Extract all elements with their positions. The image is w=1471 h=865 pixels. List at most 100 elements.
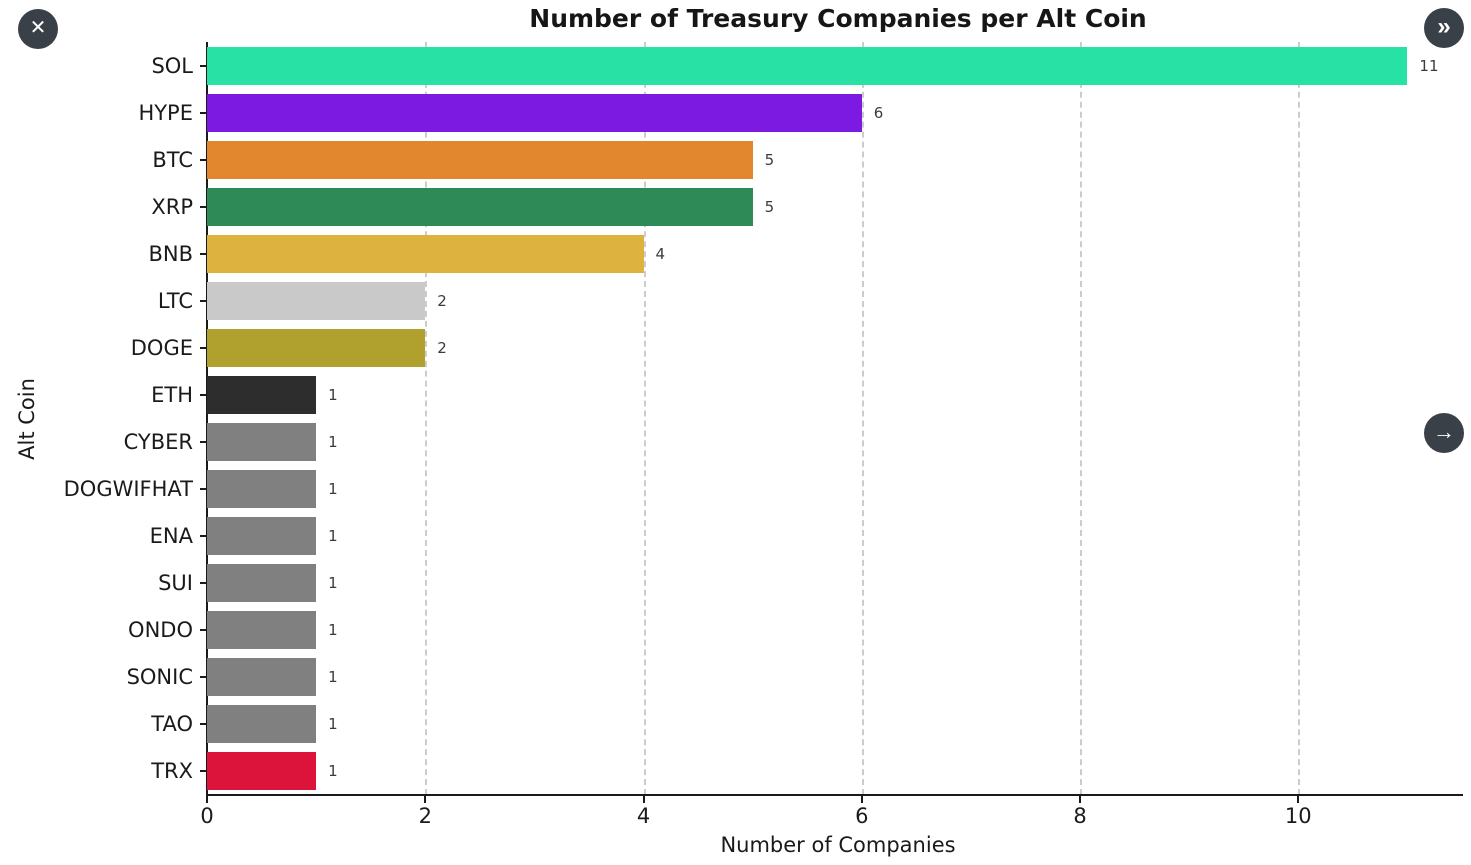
bar-zone: 11 (207, 42, 1462, 89)
bar-value-label: 1 (328, 668, 338, 687)
bar-zone: 2 (207, 277, 1462, 324)
y-tick-label: XRP (0, 195, 207, 219)
bar-value-label: 1 (328, 715, 338, 734)
plot-area: SOL 11 HYPE 6 BTC 5 XRP 5 BNB 4 LTC 2 DOGE 2 ETH 1 CYBER… (0, 42, 1462, 795)
bar-zone: 1 (207, 654, 1462, 701)
bar-value-label: 1 (328, 385, 338, 404)
bar-value-label: 1 (328, 480, 338, 499)
y-tick-mark (200, 535, 207, 538)
y-tick-label: TRX (0, 759, 207, 783)
bar-cyber (207, 423, 317, 462)
y-tick-mark (200, 158, 207, 161)
y-tick-label: BTC (0, 148, 207, 172)
y-tick-mark (200, 111, 207, 114)
bar-row: BTC 5 (0, 136, 1462, 183)
close-icon: ✕ (29, 17, 47, 39)
bar-tao (207, 705, 317, 744)
x-tick-label: 6 (855, 804, 869, 828)
bar-zone: 4 (207, 230, 1462, 277)
bar-value-label: 1 (328, 762, 338, 781)
bar-ena (207, 517, 317, 556)
bar-value-label: 1 (328, 527, 338, 546)
arrow-right-button[interactable]: → (1424, 413, 1464, 453)
bar-zone: 1 (207, 701, 1462, 748)
y-tick-label: ENA (0, 524, 207, 548)
bar-value-label: 1 (328, 621, 338, 640)
bar-row: TRX 1 (0, 748, 1462, 795)
bar-sonic (207, 658, 317, 697)
y-tick-mark (200, 582, 207, 585)
bar-value-label: 5 (764, 150, 775, 169)
bar-value-label: 5 (764, 197, 775, 216)
bar-bnb (207, 234, 644, 273)
double-chevron-right-icon: » (1437, 13, 1451, 40)
bar-ondo (207, 611, 317, 650)
y-tick-label: SOL (0, 54, 207, 78)
bar-zone: 1 (207, 607, 1462, 654)
y-axis-spine (206, 42, 208, 796)
y-tick-label: DOGE (0, 336, 207, 360)
bar-row: SONIC 1 (0, 654, 1462, 701)
x-tick-label: 2 (418, 804, 432, 828)
y-tick-label: TAO (0, 712, 207, 736)
y-tick-label: SONIC (0, 665, 207, 689)
bar-row: SUI 1 (0, 560, 1462, 607)
bar-doge (207, 328, 426, 367)
bar-zone: 5 (207, 136, 1462, 183)
y-tick-mark (200, 252, 207, 255)
bar-row: ENA 1 (0, 513, 1462, 560)
bar-row: CYBER 1 (0, 419, 1462, 466)
x-tick-label: 10 (1284, 804, 1312, 828)
bar-value-label: 6 (873, 103, 884, 122)
bar-row: LTC 2 (0, 277, 1462, 324)
x-tick-mark (206, 796, 208, 803)
y-tick-mark (200, 393, 207, 396)
bar-zone: 1 (207, 748, 1462, 795)
y-tick-mark (200, 723, 207, 726)
y-tick-label: SUI (0, 571, 207, 595)
x-tick-mark (424, 796, 427, 803)
bar-row: SOL 11 (0, 42, 1462, 89)
double-chevron-right-button[interactable]: » (1424, 8, 1464, 48)
y-tick-mark (200, 676, 207, 679)
y-tick-label: DOGWIFHAT (0, 477, 207, 501)
bar-eth (207, 375, 317, 414)
bar-sui (207, 564, 317, 603)
y-tick-mark (200, 346, 207, 349)
y-tick-label: ONDO (0, 618, 207, 642)
x-tick-label: 4 (636, 804, 651, 828)
y-tick-mark (200, 488, 207, 491)
arrow-right-icon: → (1433, 419, 1455, 444)
close-button[interactable]: ✕ (18, 9, 58, 49)
x-tick-mark (1297, 796, 1300, 803)
bar-trx (207, 752, 317, 791)
y-tick-mark (200, 299, 207, 302)
y-tick-mark (200, 770, 207, 773)
chart-title: Number of Treasury Companies per Alt Coi… (529, 4, 1147, 33)
x-axis-label: Number of Companies (720, 833, 956, 857)
x-tick-label: 0 (200, 804, 214, 828)
bar-xrp (207, 187, 753, 226)
x-axis-spine (206, 794, 1463, 796)
bar-zone: 5 (207, 183, 1462, 230)
bar-zone: 1 (207, 371, 1462, 418)
bar-row: DOGWIFHAT 1 (0, 466, 1462, 513)
bar-hype (207, 93, 862, 132)
bar-value-label: 11 (1419, 56, 1439, 75)
bar-value-label: 1 (328, 433, 338, 452)
bar-dogwifhat (207, 470, 317, 509)
x-tick-mark (1079, 796, 1082, 803)
bar-zone: 1 (207, 560, 1462, 607)
bar-row: HYPE 6 (0, 89, 1462, 136)
bar-zone: 1 (207, 419, 1462, 466)
y-tick-label: LTC (0, 289, 207, 313)
x-tick-mark (860, 796, 863, 803)
bar-row: ETH 1 (0, 371, 1462, 418)
bar-zone: 6 (207, 89, 1462, 136)
bar-zone: 2 (207, 324, 1462, 371)
bar-row: XRP 5 (0, 183, 1462, 230)
bar-zone: 1 (207, 513, 1462, 560)
bar-row: ONDO 1 (0, 607, 1462, 654)
bar-row: BNB 4 (0, 230, 1462, 277)
